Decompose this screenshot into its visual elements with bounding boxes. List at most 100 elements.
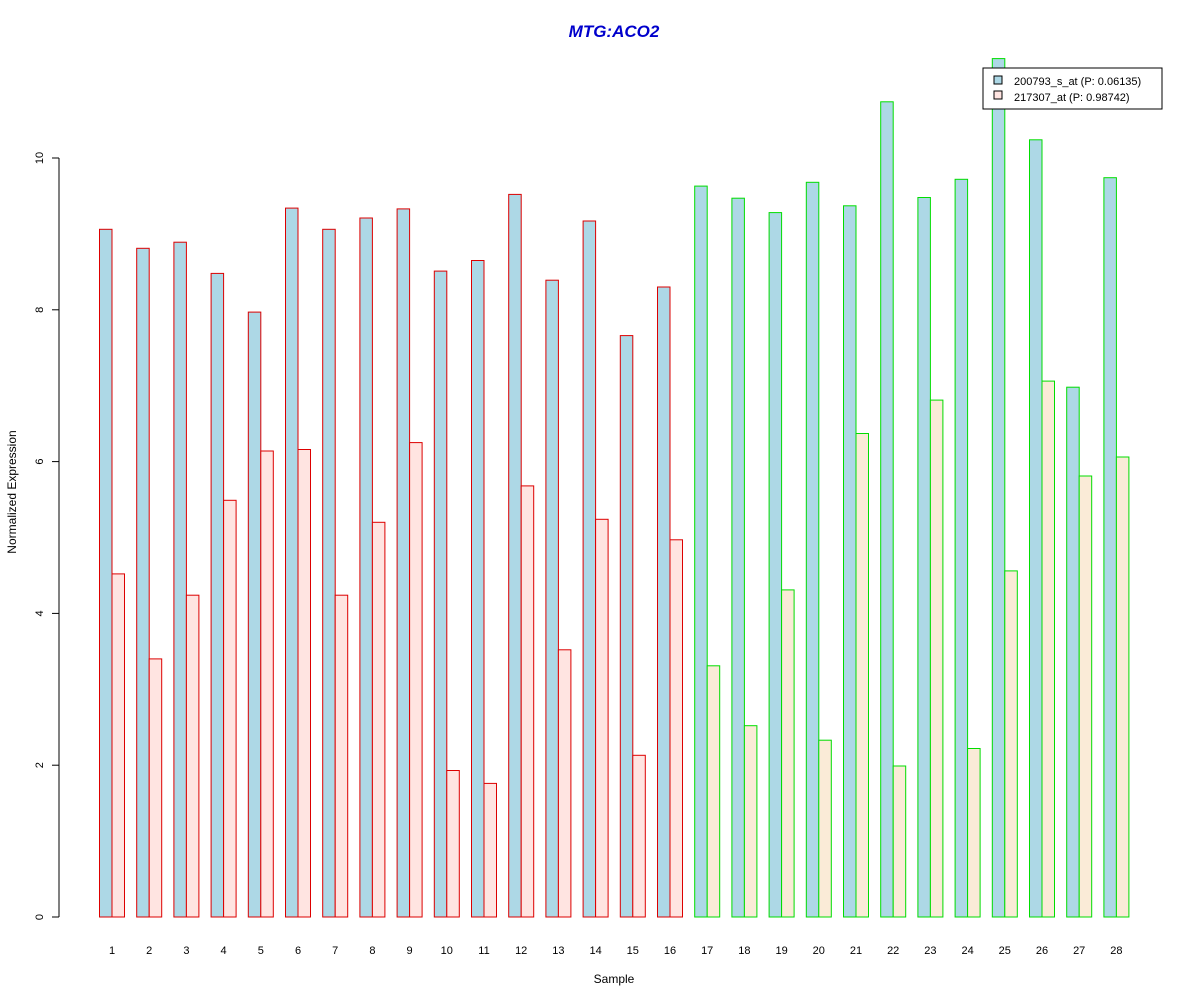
chart-title: MTG:ACO2 xyxy=(569,22,660,41)
x-tick-label: 24 xyxy=(961,945,973,957)
bar-sample-14-series-2 xyxy=(595,518,609,918)
x-tick-label: 10 xyxy=(441,945,453,957)
bar-sample-2-series-2 xyxy=(148,658,163,918)
legend-box xyxy=(982,67,1163,110)
x-tick-label: 2 xyxy=(146,945,152,957)
bar-sample-11-series-1 xyxy=(471,260,485,918)
bar-sample-22-series-2 xyxy=(892,765,907,918)
bar-sample-6-series-2 xyxy=(297,449,311,918)
bar-sample-12-series-2 xyxy=(520,485,535,918)
bar-sample-3-series-1 xyxy=(173,241,187,918)
x-axis-label: Sample xyxy=(594,972,635,986)
x-tick-label: 11 xyxy=(478,945,489,957)
y-tick-label: 6 xyxy=(34,459,46,465)
x-tick-label: 14 xyxy=(589,945,601,957)
bar-sample-13-series-2 xyxy=(557,649,572,918)
bar-sample-12-series-1 xyxy=(508,193,522,918)
x-tick-label: 5 xyxy=(258,945,264,957)
x-tick-label: 9 xyxy=(407,945,413,957)
bar-sample-14-series-1 xyxy=(582,220,597,918)
bar-sample-13-series-1 xyxy=(545,279,559,918)
bar-sample-21-series-2 xyxy=(855,433,869,918)
x-axis-tick-labels: 1 2 3 4 5 6 7 8 9 10 11 12 13 14 15 16 17 18 19 20 21 22 23 24 2… xyxy=(109,945,1123,957)
x-tick-label: 16 xyxy=(664,945,676,957)
x-tick-label: 1 xyxy=(109,945,115,957)
bar-sample-27-series-1 xyxy=(1066,386,1080,918)
bar-sample-18-series-1 xyxy=(731,197,745,918)
bar-sample-8-series-1 xyxy=(359,217,373,918)
legend-label: 217307_at (P: 0.98742) xyxy=(1014,92,1130,104)
x-tick-label: 3 xyxy=(183,945,189,957)
bar-sample-18-series-2 xyxy=(743,725,758,918)
bar-sample-17-series-1 xyxy=(694,185,708,918)
x-tick-label: 22 xyxy=(887,945,899,957)
bar-sample-4-series-2 xyxy=(223,499,237,918)
x-tick-label: 17 xyxy=(701,945,713,957)
bar-sample-10-series-1 xyxy=(433,270,448,918)
bar-sample-9-series-2 xyxy=(409,442,423,918)
bar-sample-4-series-1 xyxy=(210,272,225,918)
x-tick-label: 7 xyxy=(332,945,338,957)
bar-sample-23-series-2 xyxy=(929,399,944,918)
bar-sample-7-series-2 xyxy=(334,594,349,918)
legend-swatch xyxy=(993,90,1003,100)
x-tick-label: 15 xyxy=(627,945,639,957)
x-tick-label: 6 xyxy=(295,945,301,957)
bar-sample-9-series-1 xyxy=(396,208,411,918)
bar-sample-1-series-1 xyxy=(99,228,113,918)
bar-sample-8-series-2 xyxy=(371,521,386,918)
bar-sample-3-series-2 xyxy=(185,594,200,918)
bar-sample-19-series-1 xyxy=(768,212,783,918)
bar-sample-10-series-2 xyxy=(446,770,460,918)
bar-sample-19-series-2 xyxy=(781,589,795,918)
legend-swatch xyxy=(993,75,1003,85)
y-axis-label: Normalized Expression xyxy=(5,430,19,553)
x-tick-label: 21 xyxy=(850,945,862,957)
bar-sample-24-series-2 xyxy=(967,748,981,918)
bar-sample-22-series-1 xyxy=(880,101,894,918)
bar-sample-20-series-2 xyxy=(818,739,832,918)
bar-sample-11-series-2 xyxy=(483,782,497,918)
y-tick-label: 4 xyxy=(34,610,46,616)
x-tick-label: 12 xyxy=(515,945,527,957)
y-tick-label: 0 xyxy=(34,914,46,920)
bar-sample-16-series-2 xyxy=(669,539,683,918)
x-tick-label: 19 xyxy=(775,945,787,957)
x-tick-label: 26 xyxy=(1036,945,1048,957)
bar-sample-15-series-1 xyxy=(619,335,634,918)
y-axis: 0 2 4 6 8 10 xyxy=(34,152,60,920)
x-tick-label: 8 xyxy=(369,945,375,957)
y-tick-label: 10 xyxy=(34,152,46,164)
bar-sample-26-series-1 xyxy=(1029,139,1043,918)
x-tick-label: 27 xyxy=(1073,945,1085,957)
bar-sample-5-series-2 xyxy=(260,450,274,918)
x-tick-label: 4 xyxy=(221,945,227,957)
bar-sample-17-series-2 xyxy=(706,665,721,918)
bar-sample-28-series-1 xyxy=(1103,177,1117,918)
bars xyxy=(99,58,1130,918)
y-tick-label: 2 xyxy=(34,762,46,768)
bar-sample-6-series-1 xyxy=(285,207,299,918)
bar-sample-7-series-1 xyxy=(322,228,336,918)
x-tick-label: 25 xyxy=(999,945,1011,957)
x-tick-label: 28 xyxy=(1110,945,1122,957)
x-tick-label: 18 xyxy=(738,945,750,957)
bar-sample-21-series-1 xyxy=(843,205,857,918)
bar-sample-20-series-1 xyxy=(805,181,820,918)
bar-sample-25-series-1 xyxy=(991,58,1006,918)
bar-sample-5-series-1 xyxy=(247,311,262,918)
legend-label: 200793_s_at (P: 0.06135) xyxy=(1014,76,1141,88)
y-tick-label: 8 xyxy=(34,307,46,313)
x-tick-label: 20 xyxy=(813,945,825,957)
bar-sample-25-series-2 xyxy=(1004,570,1018,918)
bar-sample-1-series-2 xyxy=(111,573,125,918)
bar-sample-2-series-1 xyxy=(136,247,150,918)
bar-sample-27-series-2 xyxy=(1078,475,1093,918)
bar-sample-23-series-1 xyxy=(917,197,931,918)
bar-sample-28-series-2 xyxy=(1115,456,1130,918)
x-tick-label: 13 xyxy=(552,945,564,957)
legend: 200793_s_at (P: 0.06135) 217307_at (P: 0… xyxy=(982,67,1163,110)
bar-sample-16-series-1 xyxy=(657,286,671,918)
x-tick-label: 23 xyxy=(924,945,936,957)
